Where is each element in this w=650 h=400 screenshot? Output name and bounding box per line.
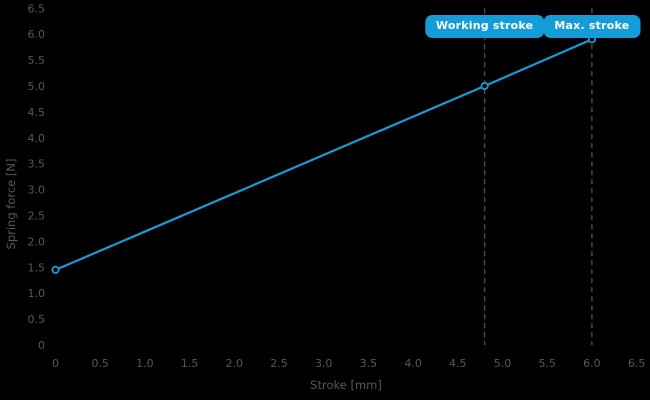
x-tick-label: 1.0 [136,357,154,370]
x-tick-label: 6.0 [583,357,601,370]
x-tick-label: 5.5 [538,357,556,370]
spring-force-line [55,38,593,271]
data-point-marker [51,265,60,274]
y-tick-label: 3.5 [28,158,46,171]
y-tick-label: 6.0 [28,28,46,41]
x-tick-label: 4.5 [449,357,467,370]
x-tick-label: 2.0 [226,357,244,370]
x-tick-label: 6.5 [628,357,646,370]
y-tick-label: 2.0 [28,235,46,248]
y-tick-label: 6.5 [28,2,46,15]
x-tick-label: 3.0 [315,357,333,370]
x-tick-label: 0 [52,357,59,370]
y-tick-label: 1.5 [28,261,46,274]
y-tick-label: 3.0 [28,184,46,197]
y-tick-label: 5.5 [28,54,46,67]
max-stroke-badge: Max. stroke [543,15,641,39]
y-tick-label: 1.0 [28,287,46,300]
x-tick-label: 2.5 [270,357,288,370]
x-tick-label: 3.5 [360,357,378,370]
x-tick-label: 5.0 [494,357,512,370]
y-tick-label: 0.5 [28,313,46,326]
data-point-marker [480,81,489,91]
x-tick-label: 1.5 [181,357,199,370]
y-axis-label: Spring force [N] [4,158,18,250]
x-tick-label: 0.5 [91,357,109,370]
y-tick-label: 4.5 [28,106,46,119]
y-tick-label: 4.0 [28,132,46,145]
y-tick-label: 2.5 [28,210,46,223]
y-tick-label: 5.0 [28,80,46,93]
x-tick-label: 4.0 [404,357,422,370]
working-stroke-badge: Working stroke [424,15,545,39]
y-tick-label: 0 [38,339,45,352]
x-axis-label: Stroke [mm] [310,378,382,392]
